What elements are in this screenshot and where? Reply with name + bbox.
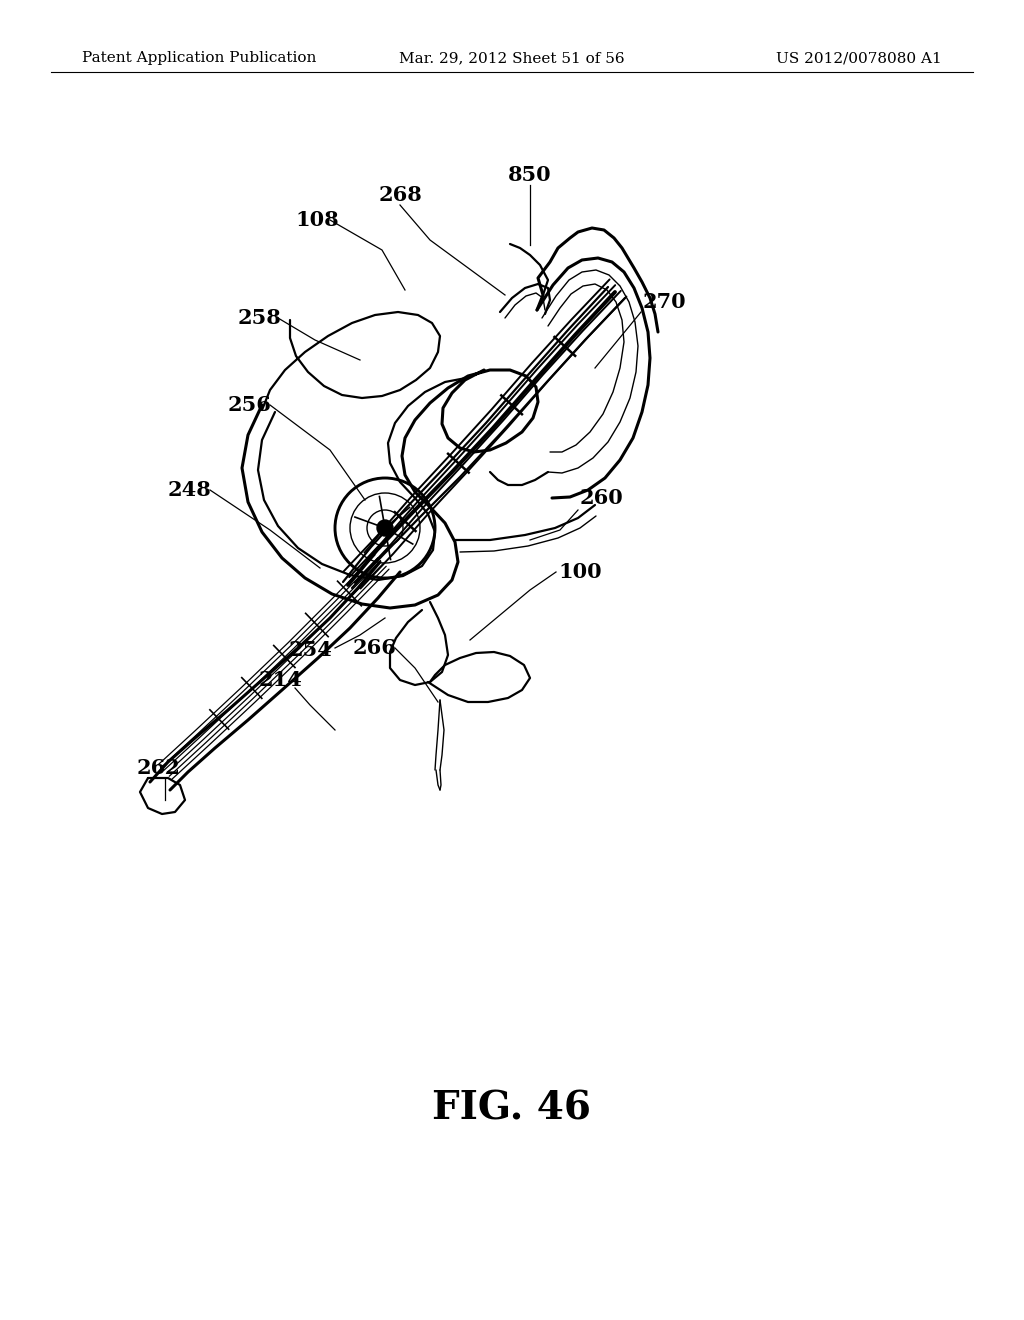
Text: FIG. 46: FIG. 46	[432, 1089, 592, 1127]
Text: 258: 258	[238, 308, 282, 327]
Text: 850: 850	[508, 165, 552, 185]
Text: 214: 214	[258, 671, 302, 690]
Text: 256: 256	[228, 395, 272, 414]
Circle shape	[377, 520, 393, 536]
Text: US 2012/0078080 A1: US 2012/0078080 A1	[776, 51, 942, 65]
Text: 108: 108	[295, 210, 339, 230]
Text: Mar. 29, 2012 Sheet 51 of 56: Mar. 29, 2012 Sheet 51 of 56	[399, 51, 625, 65]
Text: 254: 254	[288, 640, 332, 660]
Text: 262: 262	[136, 758, 180, 777]
Text: 268: 268	[378, 185, 422, 205]
Text: 260: 260	[580, 488, 624, 508]
Text: 100: 100	[558, 562, 602, 582]
Text: 270: 270	[643, 292, 687, 312]
Text: 248: 248	[168, 480, 212, 500]
Text: 266: 266	[353, 638, 397, 657]
Text: Patent Application Publication: Patent Application Publication	[82, 51, 316, 65]
